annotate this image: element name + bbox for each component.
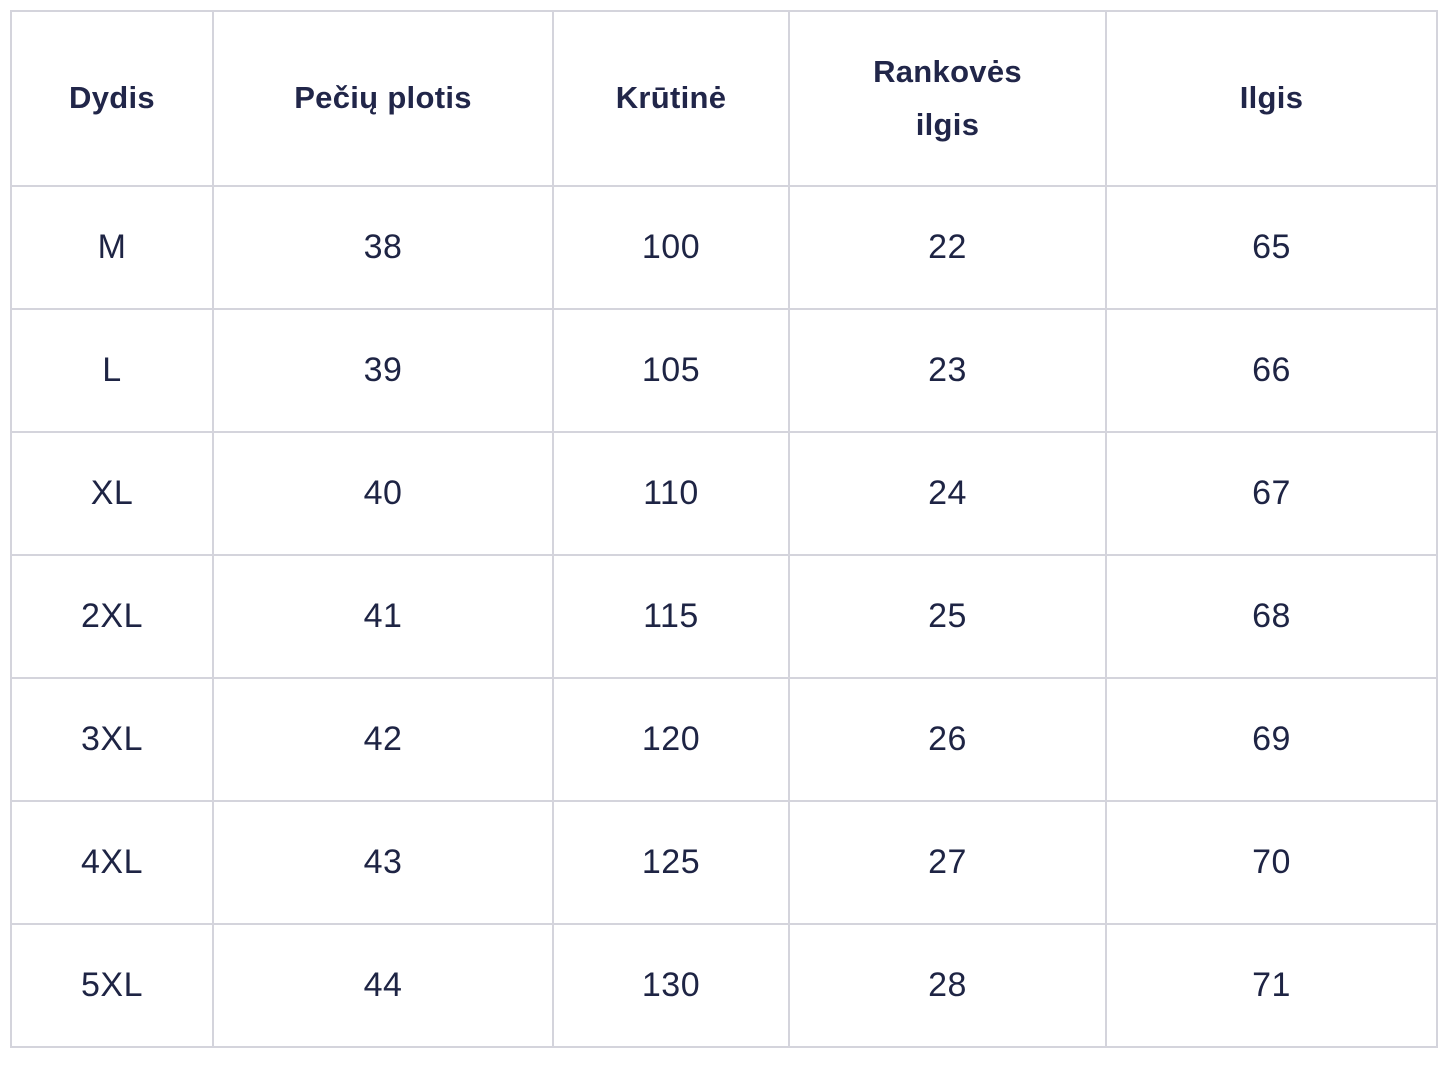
col-header-length-label: Ilgis [1239, 80, 1304, 116]
table-row: XL 40 110 24 67 [10, 431, 1438, 556]
chest-cell: 125 [552, 800, 790, 925]
col-header-chest-label: Krūtinė [615, 80, 727, 116]
length-cell: 70 [1105, 800, 1438, 925]
length-cell: 67 [1105, 431, 1438, 556]
col-header-chest: Krūtinė [552, 10, 790, 187]
shoulder-cell: 39 [212, 308, 554, 433]
table-row: 5XL 44 130 28 71 [10, 923, 1438, 1048]
col-header-size-label: Dydis [69, 80, 155, 116]
col-header-shoulder-width: Pečių plotis [212, 10, 554, 187]
table-header-row: Dydis Pečių plotis Krūtinė Rankovės ilgi… [10, 10, 1438, 187]
col-header-size: Dydis [10, 10, 214, 187]
size-cell: 5XL [10, 923, 214, 1048]
size-cell: XL [10, 431, 214, 556]
table-row: 4XL 43 125 27 70 [10, 800, 1438, 925]
sleeve-cell: 28 [788, 923, 1107, 1048]
shoulder-cell: 43 [212, 800, 554, 925]
chest-cell: 115 [552, 554, 790, 679]
table-row: M 38 100 22 65 [10, 185, 1438, 310]
shoulder-cell: 44 [212, 923, 554, 1048]
table-row: L 39 105 23 66 [10, 308, 1438, 433]
sleeve-cell: 22 [788, 185, 1107, 310]
shoulder-cell: 40 [212, 431, 554, 556]
sleeve-cell: 25 [788, 554, 1107, 679]
size-table: Dydis Pečių plotis Krūtinė Rankovės ilgi… [10, 10, 1438, 1048]
size-cell: 4XL [10, 800, 214, 925]
col-header-sleeve-length-label: Rankovės ilgis [873, 53, 1022, 142]
table-row: 2XL 41 115 25 68 [10, 554, 1438, 679]
length-cell: 69 [1105, 677, 1438, 802]
table-row: 3XL 42 120 26 69 [10, 677, 1438, 802]
sleeve-cell: 26 [788, 677, 1107, 802]
chest-cell: 110 [552, 431, 790, 556]
shoulder-cell: 38 [212, 185, 554, 310]
size-cell: M [10, 185, 214, 310]
chest-cell: 105 [552, 308, 790, 433]
sleeve-cell: 24 [788, 431, 1107, 556]
size-chart: Dydis Pečių plotis Krūtinė Rankovės ilgi… [10, 10, 1438, 1048]
size-cell: L [10, 308, 214, 433]
col-header-length: Ilgis [1105, 10, 1438, 187]
col-header-sleeve-length: Rankovės ilgis [788, 10, 1107, 187]
length-cell: 68 [1105, 554, 1438, 679]
sleeve-cell: 27 [788, 800, 1107, 925]
shoulder-cell: 42 [212, 677, 554, 802]
sleeve-cell: 23 [788, 308, 1107, 433]
length-cell: 65 [1105, 185, 1438, 310]
col-header-shoulder-width-label: Pečių plotis [294, 80, 472, 116]
table-body: M 38 100 22 65 L 39 105 23 66 XL 40 110 … [10, 185, 1438, 1048]
chest-cell: 130 [552, 923, 790, 1048]
shoulder-cell: 41 [212, 554, 554, 679]
chest-cell: 100 [552, 185, 790, 310]
length-cell: 71 [1105, 923, 1438, 1048]
length-cell: 66 [1105, 308, 1438, 433]
size-cell: 3XL [10, 677, 214, 802]
size-cell: 2XL [10, 554, 214, 679]
chest-cell: 120 [552, 677, 790, 802]
